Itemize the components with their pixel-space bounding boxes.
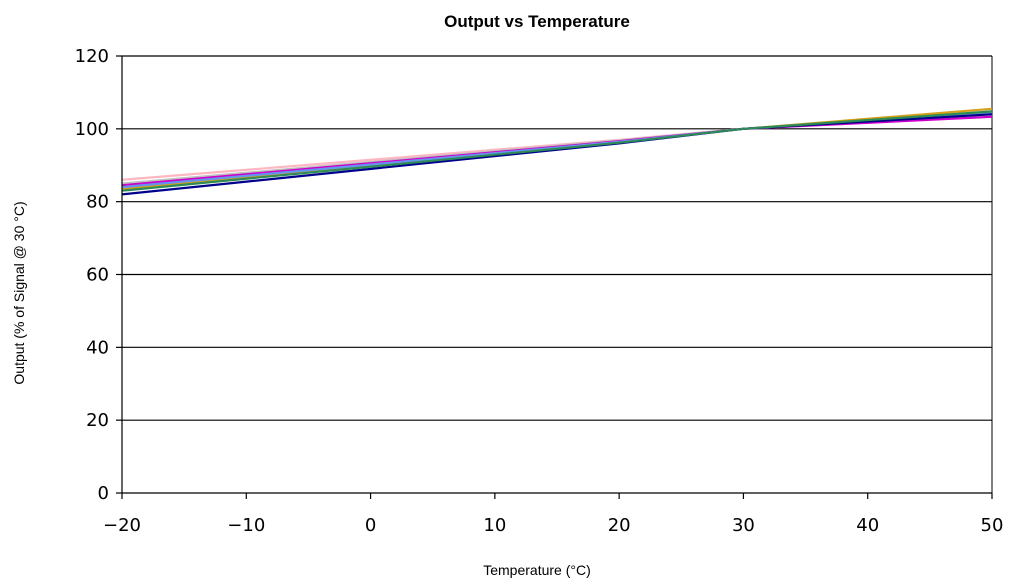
gridlines — [122, 55, 992, 421]
x-tick-label: −20 — [103, 515, 141, 536]
x-tick-label: 50 — [981, 515, 1004, 536]
x-tick-labels: −20 −10 0 10 20 30 40 50 — [103, 493, 1003, 536]
y-tick-label: 120 — [75, 46, 109, 67]
x-axis-title: Temperature (°C) — [483, 562, 591, 578]
y-axis-title: Output (% of Signal @ 30 °C) — [11, 201, 27, 384]
y-tick-label: 40 — [86, 337, 109, 358]
y-tick-labels: 0 20 40 60 80 100 120 — [75, 46, 122, 504]
y-tick-label: 20 — [86, 410, 109, 431]
x-tick-label: 20 — [608, 515, 631, 536]
chart-title: Output vs Temperature — [444, 12, 630, 31]
y-tick-label: 60 — [86, 265, 109, 286]
series-line-7 — [121, 110, 993, 192]
y-tick-label: 100 — [75, 119, 109, 140]
x-tick-label: 10 — [483, 515, 506, 536]
series-line-6 — [121, 113, 993, 196]
x-tick-label: −10 — [227, 515, 265, 536]
y-tick-label: 0 — [98, 483, 109, 504]
y-tick-label: 80 — [86, 192, 109, 213]
series-lines — [121, 107, 993, 196]
x-tick-label: 30 — [732, 515, 755, 536]
x-tick-label: 40 — [856, 515, 879, 536]
x-tick-label: 0 — [365, 515, 376, 536]
